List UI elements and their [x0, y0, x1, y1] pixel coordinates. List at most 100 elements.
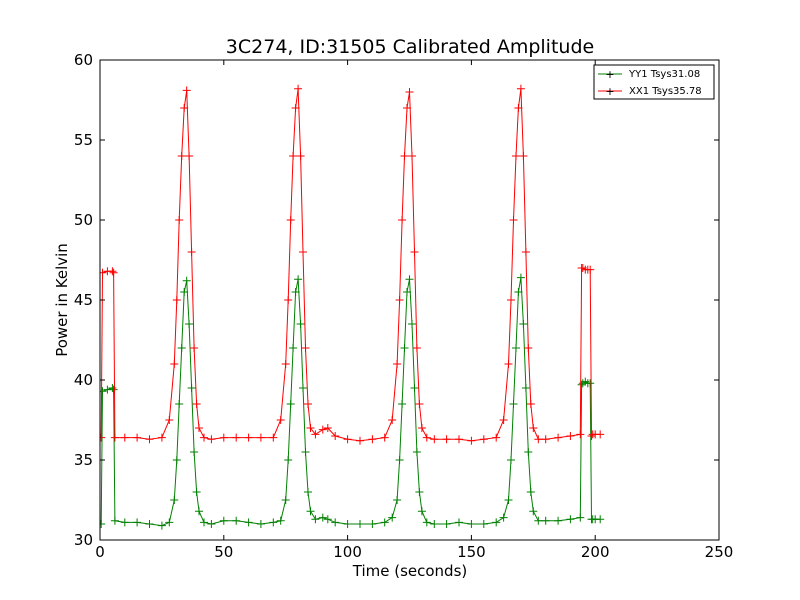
data-point	[577, 380, 586, 389]
data-point	[200, 518, 208, 527]
data-point	[182, 86, 191, 95]
data-point	[356, 436, 364, 445]
data-point	[165, 416, 174, 424]
y-axis-label: Power in Kelvin	[53, 243, 71, 357]
data-point	[180, 288, 189, 296]
data-point	[110, 433, 119, 442]
data-point	[415, 400, 424, 408]
data-point	[177, 152, 186, 160]
data-point	[492, 433, 501, 442]
data-point	[187, 384, 196, 392]
data-point	[195, 507, 203, 516]
data-point	[410, 248, 419, 256]
data-point	[301, 448, 310, 456]
x-tick-label: 50	[214, 543, 233, 561]
data-point	[467, 436, 476, 445]
series-layer	[100, 84, 605, 530]
data-point	[304, 400, 312, 408]
data-point	[507, 456, 515, 464]
data-point	[311, 515, 320, 524]
data-point	[110, 516, 119, 525]
data-point	[100, 387, 107, 396]
data-point	[541, 435, 550, 444]
plot-background	[100, 60, 719, 540]
data-point	[170, 496, 179, 504]
data-point	[395, 296, 404, 304]
data-point	[507, 296, 515, 304]
data-point	[393, 496, 402, 504]
data-point	[586, 265, 595, 274]
data-point	[108, 267, 117, 276]
data-point	[400, 152, 409, 160]
data-point	[380, 518, 389, 527]
data-point	[100, 268, 107, 277]
data-point	[256, 433, 265, 442]
data-point	[504, 360, 513, 368]
data-point	[516, 273, 525, 282]
data-point	[499, 513, 508, 522]
axes-layer: 0 50 100 150 200 250 30 35 40 45 50 55 60	[74, 51, 733, 561]
data-point	[157, 433, 166, 442]
data-point	[368, 435, 377, 444]
data-point	[281, 360, 290, 368]
data-point	[534, 435, 543, 444]
data-point	[343, 435, 352, 444]
data-point	[524, 448, 533, 456]
data-point	[306, 424, 315, 432]
data-point	[467, 520, 476, 528]
legend-label-xx1: XX1 Tsys35.78	[629, 86, 702, 97]
data-point	[529, 424, 538, 432]
x-tick-label: 100	[333, 543, 362, 561]
data-point	[586, 379, 595, 388]
data-point	[455, 518, 463, 527]
data-point	[343, 520, 352, 528]
data-point	[422, 518, 431, 527]
data-point	[554, 516, 563, 525]
data-point	[408, 152, 416, 160]
data-point	[195, 424, 203, 432]
data-point	[294, 84, 303, 93]
data-point	[323, 424, 332, 432]
data-point	[499, 416, 508, 424]
data-point	[291, 104, 300, 112]
data-point	[133, 433, 142, 442]
data-point	[405, 275, 414, 284]
data-point	[430, 435, 439, 444]
data-point	[596, 430, 605, 439]
data-point	[417, 424, 426, 432]
data-point	[170, 360, 179, 368]
data-point	[415, 488, 424, 496]
series-xx1	[100, 84, 605, 445]
data-point	[296, 320, 305, 328]
data-point	[587, 432, 596, 440]
data-point	[398, 216, 407, 224]
data-point	[529, 507, 538, 516]
series-yy1	[100, 273, 605, 530]
y-tick-label: 60	[74, 51, 93, 69]
data-point	[519, 320, 528, 328]
data-point	[108, 384, 117, 392]
data-point	[524, 344, 533, 352]
data-point	[318, 425, 327, 434]
data-point	[526, 400, 535, 408]
data-point	[554, 433, 563, 442]
data-point	[175, 216, 184, 224]
plot-area	[100, 60, 719, 540]
data-point	[289, 152, 298, 160]
data-point	[100, 433, 106, 442]
data-point	[299, 248, 307, 256]
data-point	[405, 88, 414, 96]
data-point	[519, 152, 528, 160]
data-point	[244, 433, 253, 442]
data-point	[182, 276, 191, 285]
data-point	[172, 456, 181, 464]
series-line	[100, 277, 601, 527]
data-point	[219, 516, 228, 525]
data-point	[509, 400, 518, 408]
data-point	[442, 520, 451, 528]
data-point	[200, 433, 208, 442]
y-tick-label: 30	[74, 531, 93, 549]
legend-marker-xx1: +	[605, 85, 614, 98]
data-point	[408, 320, 416, 328]
data-point	[430, 520, 439, 528]
